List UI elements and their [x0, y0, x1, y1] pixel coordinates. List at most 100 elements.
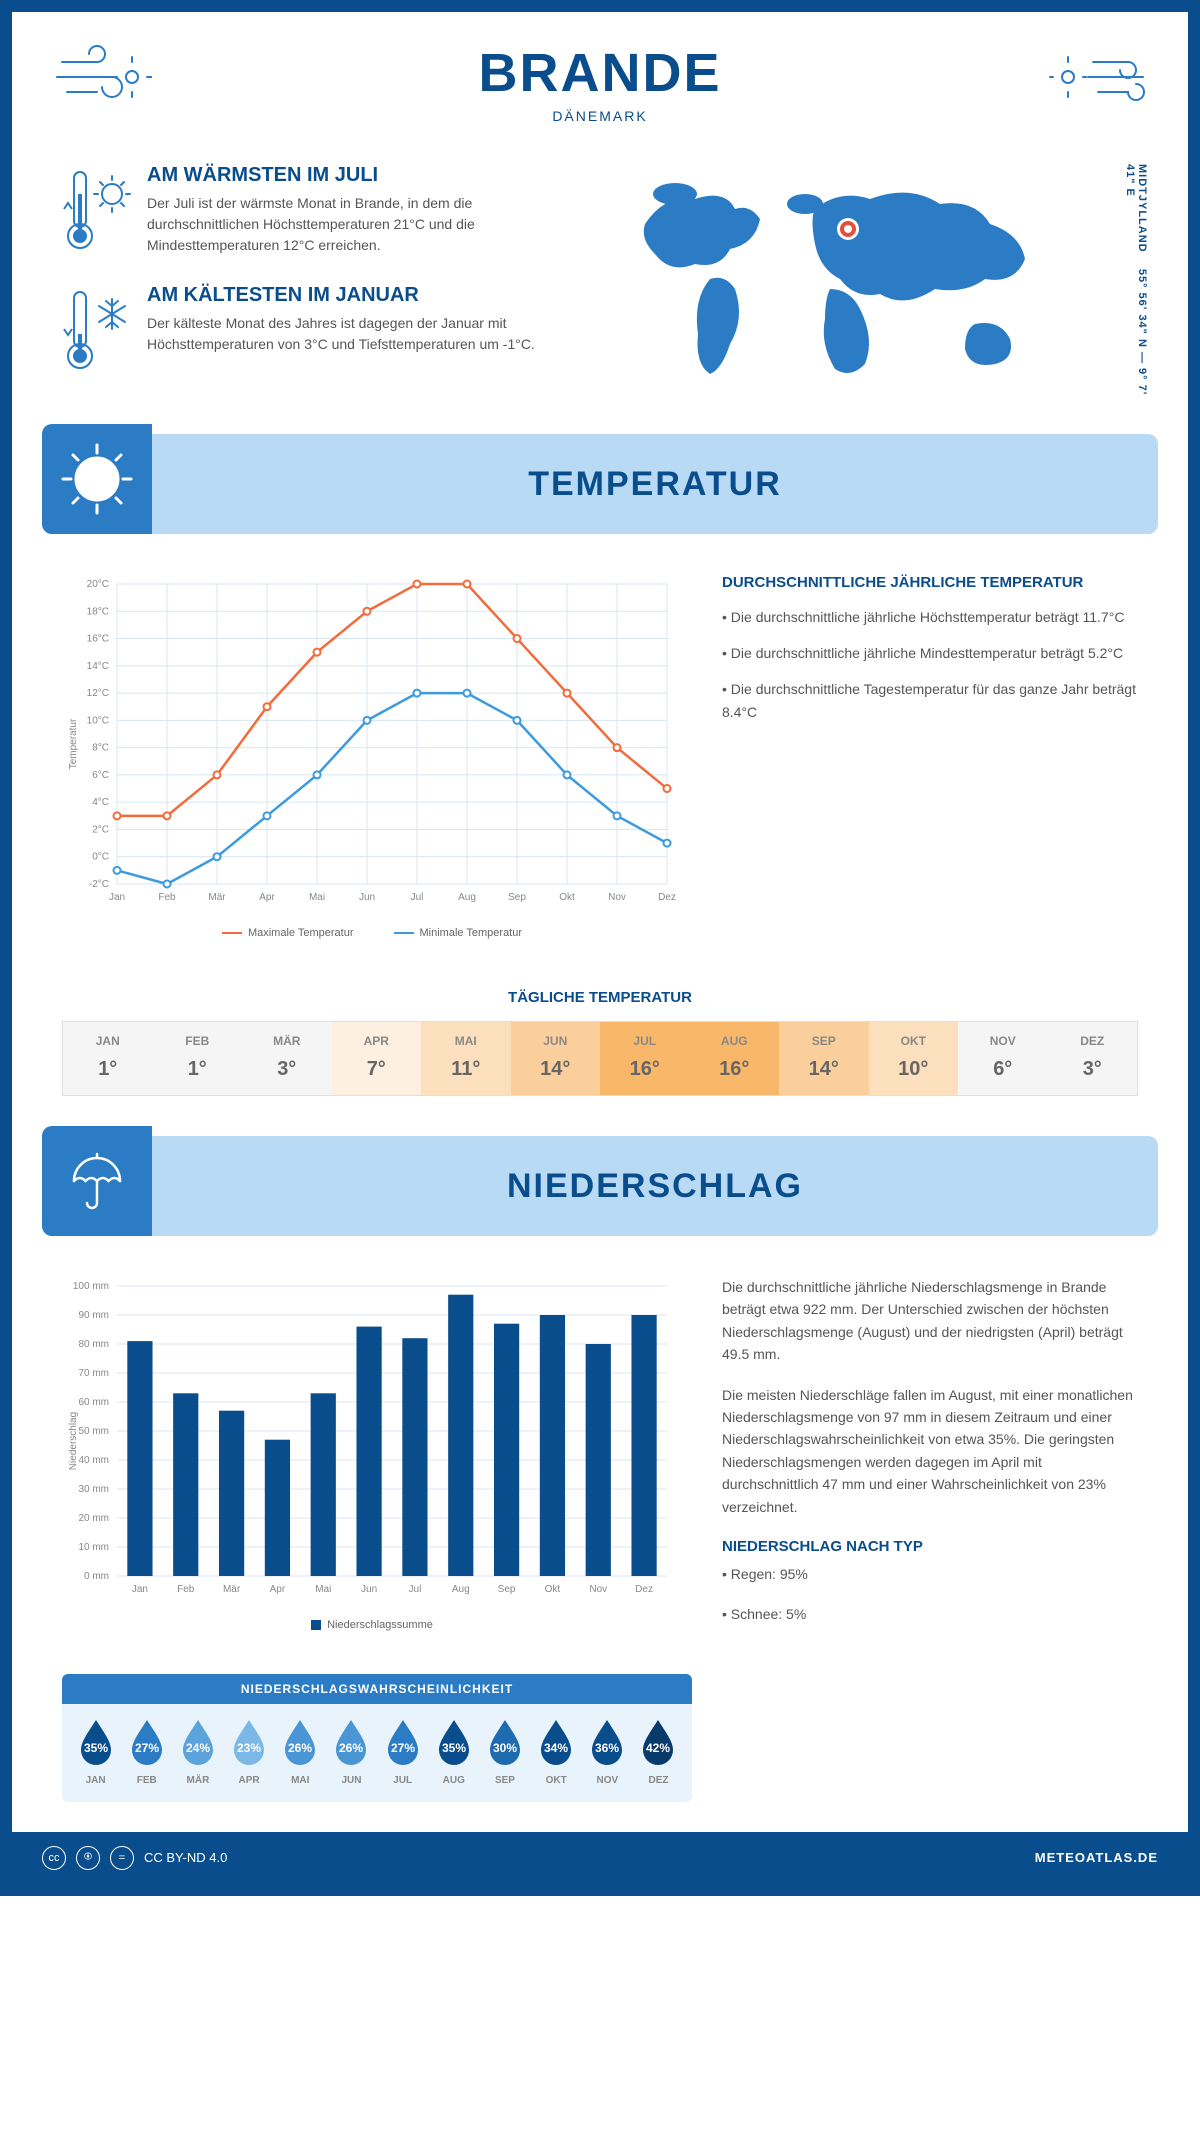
svg-text:Jun: Jun: [359, 892, 375, 903]
svg-text:30 mm: 30 mm: [78, 1484, 109, 1495]
coordinates: MIDTJYLLAND 55° 56' 34" N — 9° 7' 41" E: [1124, 164, 1148, 404]
svg-text:Mai: Mai: [315, 1584, 331, 1595]
month-cell: JUN14°: [511, 1022, 601, 1095]
svg-text:Feb: Feb: [158, 892, 176, 903]
svg-text:Sep: Sep: [508, 892, 526, 903]
feature-title: NIEDERSCHLAG: [152, 1167, 1158, 1206]
month-cell: JUL16°: [600, 1022, 690, 1095]
thermometer-cold-icon: [62, 284, 132, 379]
daily-temp-title: TÄGLICHE TEMPERATUR: [12, 989, 1188, 1006]
precipitation-legend: Niederschlagssumme: [62, 1619, 682, 1631]
svg-text:Mär: Mär: [223, 1584, 241, 1595]
svg-text:Mai: Mai: [309, 892, 325, 903]
nd-icon: =: [110, 1846, 134, 1870]
svg-text:Aug: Aug: [458, 892, 476, 903]
probability-drop: 34%OKT: [531, 1716, 582, 1786]
probability-drop: 23%APR: [224, 1716, 275, 1786]
svg-text:Aug: Aug: [452, 1584, 470, 1595]
temperature-legend: Maximale Temperatur Minimale Temperatur: [62, 927, 682, 939]
wind-icon: [1048, 42, 1148, 117]
svg-text:0 mm: 0 mm: [84, 1571, 109, 1582]
world-map: MIDTJYLLAND 55° 56' 34" N — 9° 7' 41" E: [615, 164, 1138, 404]
svg-text:-2°C: -2°C: [89, 879, 109, 890]
svg-text:23%: 23%: [237, 1741, 261, 1755]
svg-text:Temperatur: Temperatur: [68, 718, 79, 769]
svg-text:Dez: Dez: [658, 892, 676, 903]
coldest-block: AM KÄLTESTEN IM JANUAR Der kälteste Mona…: [62, 284, 585, 379]
svg-text:100 mm: 100 mm: [73, 1281, 109, 1292]
precipitation-probability: NIEDERSCHLAGSWAHRSCHEINLICHKEIT 35%JAN27…: [62, 1674, 692, 1802]
temperature-section: -2°C0°C2°C4°C6°C8°C10°C12°C14°C16°C18°C2…: [12, 534, 1188, 959]
probability-drop: 26%JUN: [326, 1716, 377, 1786]
svg-text:36%: 36%: [595, 1741, 619, 1755]
svg-text:Jan: Jan: [109, 892, 125, 903]
probability-drop: 24%MÄR: [172, 1716, 223, 1786]
svg-text:50 mm: 50 mm: [78, 1426, 109, 1437]
svg-text:Dez: Dez: [635, 1584, 653, 1595]
feature-title: TEMPERATUR: [152, 465, 1158, 504]
month-cell: OKT10°: [869, 1022, 959, 1095]
svg-text:80 mm: 80 mm: [78, 1339, 109, 1350]
month-cell: DEZ3°: [1048, 1022, 1138, 1095]
svg-text:0°C: 0°C: [92, 852, 109, 863]
svg-text:27%: 27%: [135, 1741, 159, 1755]
svg-text:Okt: Okt: [559, 892, 575, 903]
svg-text:14°C: 14°C: [87, 661, 109, 672]
month-cell: JAN1°: [63, 1022, 153, 1095]
svg-text:Feb: Feb: [177, 1584, 195, 1595]
svg-text:16°C: 16°C: [87, 634, 109, 645]
svg-text:Jan: Jan: [132, 1584, 148, 1595]
month-cell: APR7°: [332, 1022, 422, 1095]
svg-text:Apr: Apr: [270, 1584, 286, 1595]
svg-text:2°C: 2°C: [92, 824, 109, 835]
svg-text:Nov: Nov: [608, 892, 626, 903]
country-subtitle: DÄNEMARK: [32, 108, 1168, 124]
thermometer-hot-icon: [62, 164, 132, 259]
svg-text:20°C: 20°C: [87, 579, 109, 590]
svg-text:Nov: Nov: [589, 1584, 607, 1595]
month-cell: MÄR3°: [242, 1022, 332, 1095]
svg-text:35%: 35%: [84, 1741, 108, 1755]
svg-text:20 mm: 20 mm: [78, 1513, 109, 1524]
precipitation-section: 0 mm10 mm20 mm30 mm40 mm50 mm60 mm70 mm8…: [12, 1236, 1188, 1664]
umbrella-icon: [42, 1126, 152, 1236]
precipitation-banner: NIEDERSCHLAG: [42, 1136, 1158, 1236]
probability-drop: 27%FEB: [121, 1716, 172, 1786]
warmest-text: Der Juli ist der wärmste Monat in Brande…: [147, 193, 585, 256]
svg-text:8°C: 8°C: [92, 743, 109, 754]
probability-drop: 26%MAI: [275, 1716, 326, 1786]
probability-drop: 35%JAN: [70, 1716, 121, 1786]
daily-temp-strip: JAN1°FEB1°MÄR3°APR7°MAI11°JUN14°JUL16°AU…: [62, 1021, 1138, 1096]
probability-drop: 30%SEP: [479, 1716, 530, 1786]
license-info: cc 🅯 = CC BY-ND 4.0: [42, 1846, 227, 1870]
month-cell: FEB1°: [153, 1022, 243, 1095]
infographic-page: BRANDE DÄNEMARK AM WÄRMSTEN IM JULI Der …: [0, 0, 1200, 1896]
month-cell: AUG16°: [690, 1022, 780, 1095]
temperature-chart: -2°C0°C2°C4°C6°C8°C10°C12°C14°C16°C18°C2…: [62, 574, 682, 939]
svg-text:24%: 24%: [186, 1741, 210, 1755]
svg-text:Sep: Sep: [498, 1584, 516, 1595]
svg-text:40 mm: 40 mm: [78, 1455, 109, 1466]
svg-text:70 mm: 70 mm: [78, 1368, 109, 1379]
site-name: METEOATLAS.DE: [1035, 1850, 1158, 1865]
month-cell: MAI11°: [421, 1022, 511, 1095]
coldest-text: Der kälteste Monat des Jahres ist dagege…: [147, 313, 585, 355]
svg-text:30%: 30%: [493, 1741, 517, 1755]
probability-drop: 35%AUG: [428, 1716, 479, 1786]
svg-text:18°C: 18°C: [87, 606, 109, 617]
temperature-info: DURCHSCHNITTLICHE JÄHRLICHE TEMPERATUR •…: [722, 574, 1138, 939]
svg-text:60 mm: 60 mm: [78, 1397, 109, 1408]
header: BRANDE DÄNEMARK: [12, 12, 1188, 144]
svg-text:Okt: Okt: [545, 1584, 561, 1595]
svg-text:Niederschlag: Niederschlag: [68, 1412, 79, 1470]
sun-icon: [42, 424, 152, 534]
precipitation-chart: 0 mm10 mm20 mm30 mm40 mm50 mm60 mm70 mm8…: [62, 1276, 682, 1644]
svg-text:12°C: 12°C: [87, 688, 109, 699]
month-cell: NOV6°: [958, 1022, 1048, 1095]
footer: cc 🅯 = CC BY-ND 4.0 METEOATLAS.DE: [12, 1832, 1188, 1884]
svg-text:35%: 35%: [442, 1741, 466, 1755]
svg-text:Jun: Jun: [361, 1584, 377, 1595]
svg-text:27%: 27%: [391, 1741, 415, 1755]
svg-text:10°C: 10°C: [87, 715, 109, 726]
city-title: BRANDE: [32, 42, 1168, 104]
